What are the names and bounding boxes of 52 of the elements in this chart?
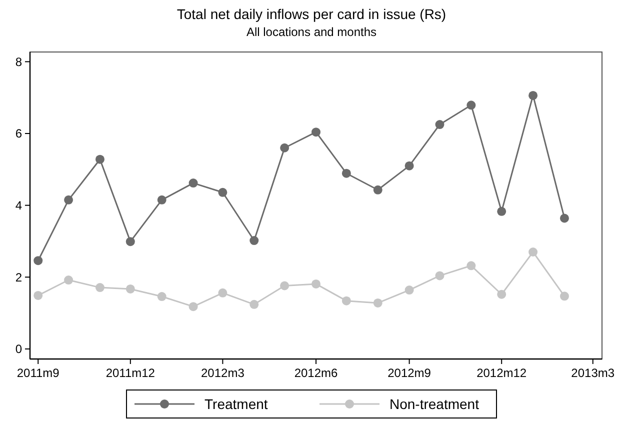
point [435, 120, 444, 130]
point [126, 284, 135, 294]
x-tick-label: 2012m3 [201, 366, 245, 380]
point [64, 195, 74, 204]
point [497, 290, 506, 299]
point [95, 154, 104, 164]
point [280, 281, 290, 290]
x-tick-label: 2011m9 [16, 366, 60, 380]
point [157, 195, 166, 204]
legend-label: Non-treatment [390, 396, 480, 412]
point [404, 161, 414, 170]
x-tick-label: 2013m3 [571, 366, 615, 380]
point [497, 206, 506, 216]
chart-title: Total net daily inflows per card in issue (Rs) [176, 6, 446, 22]
point [34, 256, 43, 266]
point [218, 188, 228, 197]
point [250, 300, 259, 309]
point [528, 248, 538, 256]
point [466, 100, 476, 110]
point [466, 261, 476, 270]
point [280, 143, 290, 152]
y-tick-label: 4 [15, 198, 22, 213]
legend-label: Treatment [204, 396, 268, 412]
point [560, 214, 569, 223]
point [34, 290, 43, 300]
point [404, 286, 414, 295]
point [126, 237, 135, 246]
point [218, 288, 228, 298]
x-tick-label: 2011m12 [106, 366, 156, 380]
point [157, 292, 166, 302]
point [64, 276, 74, 285]
point [435, 271, 444, 280]
point [188, 302, 198, 312]
y-tick-label: 6 [15, 126, 22, 141]
point [373, 298, 382, 308]
point [312, 279, 320, 288]
x-tick-label: 2012m9 [388, 366, 432, 380]
point [342, 296, 351, 306]
point [342, 168, 351, 178]
point [95, 283, 104, 292]
point [188, 178, 198, 188]
point [250, 236, 259, 246]
y-tick-label: 0 [15, 342, 22, 356]
chart-subtitle: All locations and months [246, 25, 377, 39]
point [528, 90, 538, 100]
point [373, 185, 382, 194]
point [312, 128, 320, 137]
y-tick-label: 2 [15, 270, 22, 284]
point [560, 292, 569, 301]
x-tick-label: 2012m6 [294, 366, 338, 380]
x-tick-label: 2012m12 [476, 366, 527, 380]
y-tick-label: 8 [15, 54, 22, 69]
